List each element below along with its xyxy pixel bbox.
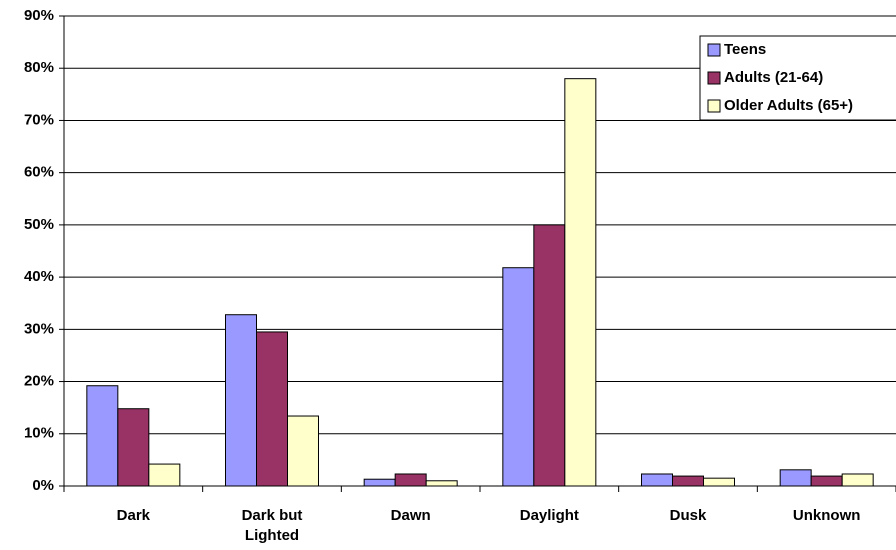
bar <box>287 415 319 487</box>
x-tick-label: Daylight <box>519 507 579 524</box>
bar <box>641 473 673 487</box>
bar <box>425 480 458 487</box>
legend-swatch <box>707 99 721 113</box>
x-tick-label: Unknown <box>792 507 861 524</box>
legend-swatch <box>707 43 721 57</box>
bar <box>256 331 288 487</box>
bar <box>225 314 257 487</box>
y-tick-label: 10% <box>24 425 54 442</box>
y-tick-label: 30% <box>24 320 54 337</box>
y-tick-label: 0% <box>32 477 54 494</box>
y-tick-label: 40% <box>24 268 54 285</box>
bar <box>703 477 735 487</box>
bar <box>394 473 427 487</box>
legend-swatch <box>707 71 721 85</box>
x-tick-label: Dawn <box>390 507 431 524</box>
bar <box>86 385 119 487</box>
y-tick-label: 90% <box>24 7 54 24</box>
legend-label: Teens <box>724 41 766 58</box>
legend-box <box>699 35 896 121</box>
bar <box>810 475 843 487</box>
x-tick-label: Dusk <box>669 507 707 524</box>
bar <box>564 78 597 487</box>
x-tick-label: Dark but Lighted <box>241 507 303 544</box>
x-tick-label: Dark <box>116 507 150 524</box>
y-tick-label: 50% <box>24 216 54 233</box>
bar <box>502 267 535 487</box>
bar <box>117 408 150 487</box>
y-tick-label: 60% <box>24 164 54 181</box>
y-tick-label: 70% <box>24 111 54 128</box>
bar <box>148 463 181 487</box>
bar <box>672 475 704 487</box>
legend-label: Adults (21-64) <box>724 69 823 86</box>
legend-label: Older Adults (65+) <box>724 97 853 114</box>
bar <box>363 478 396 487</box>
bar <box>841 473 874 487</box>
y-tick-label: 80% <box>24 59 54 76</box>
y-tick-label: 20% <box>24 373 54 390</box>
bar <box>779 469 812 487</box>
bar <box>533 224 566 487</box>
